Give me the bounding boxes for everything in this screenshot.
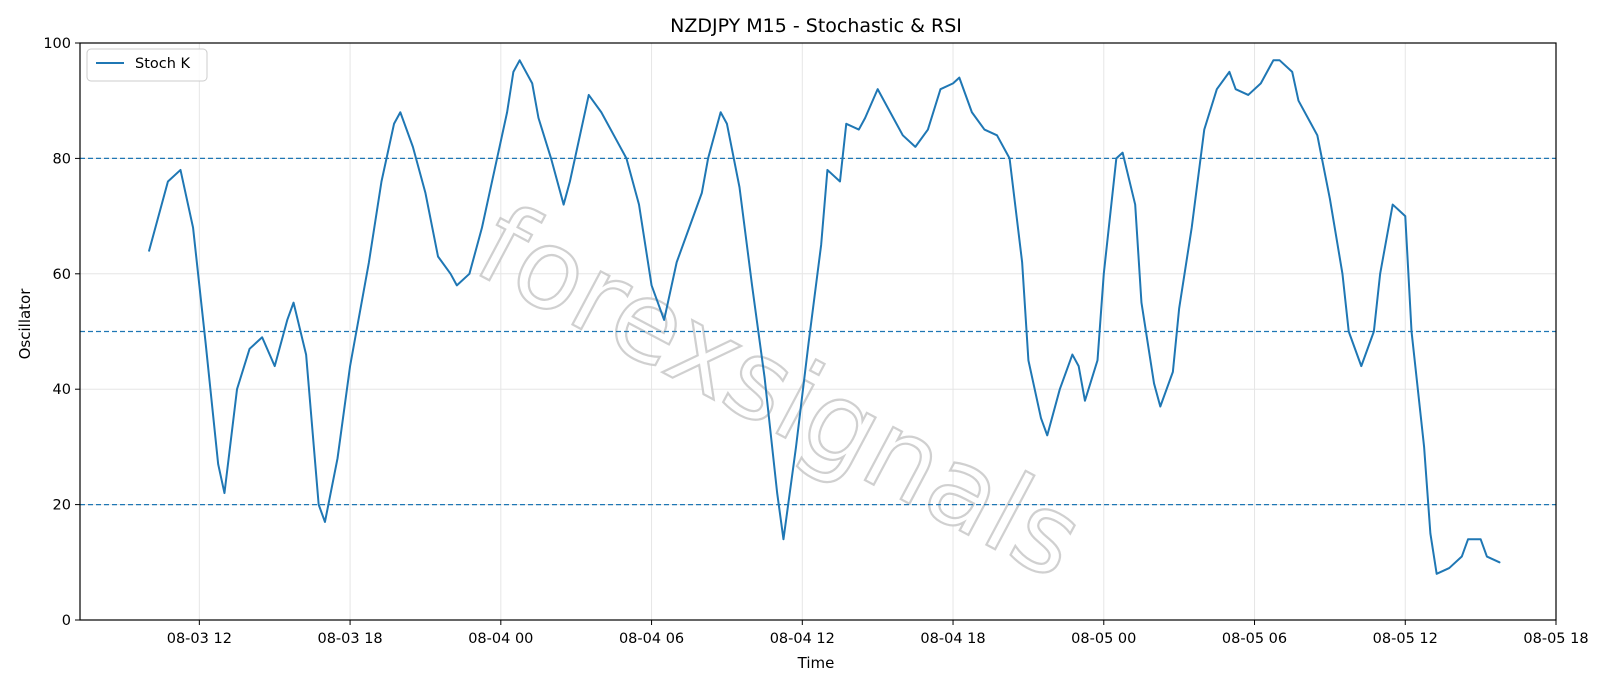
y-axis-label: Oscillator [16, 288, 34, 360]
series [148, 59, 1501, 575]
x-tick-label: 08-04 18 [920, 631, 985, 647]
legend-box [86, 48, 208, 82]
reference-lines [80, 157, 1556, 506]
y-tick-label: 80 [53, 151, 71, 167]
x-tick-label: 08-03 18 [317, 631, 382, 647]
y-tick-label: 60 [53, 267, 71, 283]
y-axis-ticks: 0 20 40 60 80 100 [43, 36, 80, 629]
legend: Stoch K [86, 48, 208, 82]
x-tick-label: 08-04 00 [468, 631, 533, 647]
x-tick-label: 08-05 00 [1071, 631, 1136, 647]
series-line-stoch-k [148, 59, 1501, 575]
x-tick-label: 08-04 06 [619, 631, 684, 647]
plot-frame [79, 42, 1557, 621]
x-tick-label: 08-05 18 [1523, 631, 1588, 647]
x-axis-ticks: 08-03 12 08-03 18 08-04 00 08-04 06 08-04 12… [167, 620, 1589, 647]
y-tick-label: 0 [62, 613, 71, 629]
x-tick-label: 08-05 06 [1222, 631, 1287, 647]
x-tick-label: 08-04 12 [770, 631, 835, 647]
y-tick-label: 100 [43, 36, 71, 52]
y-tick-label: 40 [53, 382, 71, 398]
y-tick-label: 20 [53, 498, 71, 514]
legend-label-stoch-k: Stoch K [135, 56, 191, 72]
x-tick-label: 08-05 12 [1373, 631, 1438, 647]
x-axis-label: Time [797, 654, 835, 672]
x-tick-label: 08-03 12 [167, 631, 232, 647]
chart-title: NZDJPY M15 - Stochastic & RSI [670, 15, 962, 37]
